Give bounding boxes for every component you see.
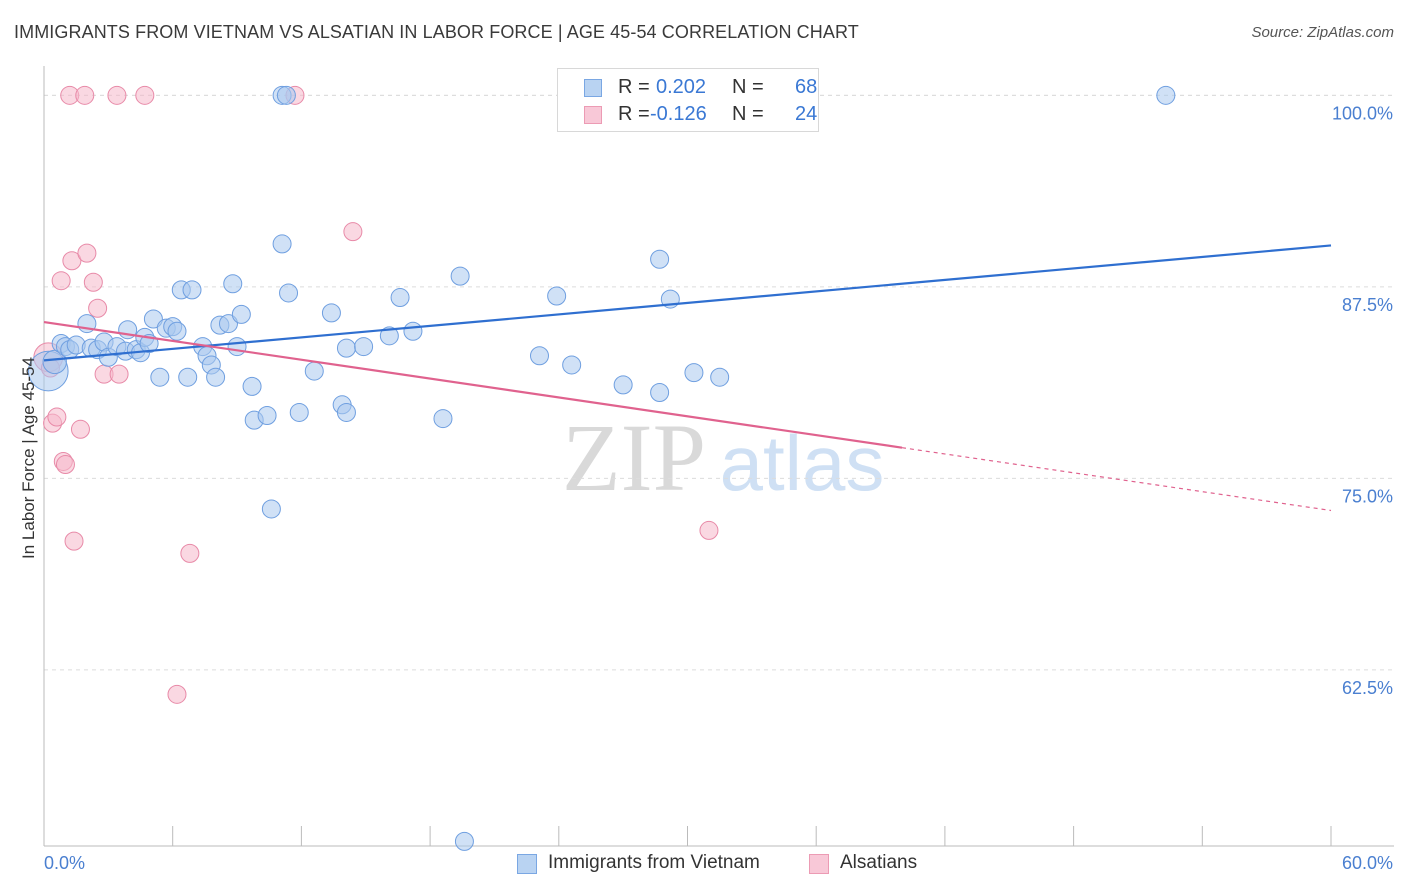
alsatians-trend-extension bbox=[901, 447, 1332, 512]
y-tick-label: 87.5% bbox=[1342, 295, 1393, 315]
alsatians-point bbox=[88, 298, 108, 318]
legend-n-value: 24 bbox=[795, 103, 818, 125]
vietnam-point bbox=[242, 376, 262, 396]
vietnam-point bbox=[223, 274, 243, 294]
vietnam-point bbox=[354, 337, 374, 357]
legend-swatch-blue bbox=[584, 79, 602, 97]
vietnam-point bbox=[336, 338, 356, 358]
watermark-zip: ZIP bbox=[562, 404, 706, 511]
vietnam-point bbox=[150, 367, 170, 387]
alsatians-point bbox=[75, 85, 95, 105]
trend-lines bbox=[43, 244, 1332, 512]
y-axis-title: In Labor Force | Age 45-54 bbox=[19, 357, 38, 559]
vietnam-point bbox=[547, 286, 567, 306]
legend-r-label: R = bbox=[618, 103, 650, 125]
alsatians-point bbox=[83, 272, 103, 292]
vietnam-point bbox=[206, 367, 226, 387]
tick-labels: 62.5% 75.0% 87.5% 100.0% 0.0% 60.0% bbox=[44, 103, 1393, 873]
vietnam-point bbox=[304, 361, 324, 381]
vietnam-point bbox=[279, 283, 299, 303]
legend-swatch-pink bbox=[584, 106, 602, 124]
vietnam-point bbox=[710, 367, 730, 387]
vietnam-point bbox=[562, 355, 582, 375]
vietnam-point bbox=[272, 234, 292, 254]
vietnam-point bbox=[218, 314, 238, 334]
bottom-legend-swatch-pink bbox=[809, 854, 829, 874]
legend-r-value: -0.126 bbox=[650, 103, 707, 125]
alsatians-point bbox=[699, 520, 719, 540]
legend-r-value: 0.202 bbox=[656, 76, 707, 98]
alsatians-point bbox=[55, 455, 75, 475]
alsatians-points bbox=[33, 85, 719, 704]
vietnam-point bbox=[321, 303, 341, 323]
watermark: ZIP atlas bbox=[562, 404, 884, 511]
vietnam-point bbox=[276, 85, 296, 105]
alsatians-point bbox=[47, 407, 67, 427]
vietnam-point bbox=[257, 406, 277, 426]
x-tick-label: 60.0% bbox=[1342, 853, 1393, 873]
vietnam-point bbox=[143, 309, 163, 329]
vietnam-point bbox=[613, 375, 633, 395]
axes bbox=[43, 66, 1394, 847]
alsatians-point bbox=[167, 684, 187, 704]
x-tick-label: 0.0% bbox=[44, 853, 85, 873]
bottom-legend-label: Immigrants from Vietnam bbox=[548, 852, 760, 873]
alsatians-point bbox=[109, 364, 129, 384]
bottom-legend-swatch-blue bbox=[517, 854, 537, 874]
legend-n-label: N = bbox=[732, 76, 764, 98]
vietnam-point bbox=[454, 831, 474, 851]
vietnam-point bbox=[529, 346, 549, 366]
alsatians-point bbox=[180, 543, 200, 563]
alsatians-point bbox=[64, 531, 84, 551]
alsatians-point bbox=[77, 243, 97, 263]
alsatians-point bbox=[135, 85, 155, 105]
vietnam-point bbox=[403, 321, 423, 341]
vietnam-point bbox=[289, 402, 309, 422]
vietnam-point bbox=[1156, 85, 1176, 105]
vietnam-point bbox=[379, 326, 399, 346]
vietnam-point bbox=[684, 363, 704, 383]
alsatians-point bbox=[70, 419, 90, 439]
legend-n-value: 68 bbox=[795, 76, 818, 98]
vietnam-point bbox=[336, 402, 356, 422]
alsatians-trend-line bbox=[43, 320, 903, 449]
vietnam-point bbox=[227, 337, 247, 357]
vietnam-point bbox=[433, 409, 453, 429]
vietnam-point bbox=[231, 304, 251, 324]
legend-r-label: R = bbox=[618, 76, 650, 98]
legend-n-label: N = bbox=[732, 103, 764, 125]
vietnam-point bbox=[178, 367, 198, 387]
source-credit: Source: ZipAtlas.com bbox=[1251, 24, 1394, 41]
vietnam-point bbox=[390, 288, 410, 308]
y-tick-label: 100.0% bbox=[1332, 103, 1393, 123]
bottom-legend-label: Alsatians bbox=[840, 852, 918, 873]
chart-title: IMMIGRANTS FROM VIETNAM VS ALSATIAN IN L… bbox=[14, 22, 859, 42]
vietnam-point bbox=[650, 383, 670, 403]
vietnam-trend-line bbox=[43, 244, 1332, 362]
vietnam-point bbox=[261, 499, 281, 519]
vietnam-point bbox=[182, 280, 202, 300]
alsatians-point bbox=[343, 222, 363, 242]
y-tick-label: 62.5% bbox=[1342, 678, 1393, 698]
vietnam-point bbox=[650, 249, 670, 269]
y-tick-label: 75.0% bbox=[1342, 486, 1393, 506]
alsatians-point bbox=[62, 251, 82, 271]
vietnam-point bbox=[167, 321, 187, 341]
vietnam-point bbox=[450, 266, 470, 286]
correlation-legend: R = 0.202 N = 68 R = -0.126 N = 24 bbox=[557, 68, 819, 132]
alsatians-point bbox=[51, 271, 71, 291]
alsatians-point bbox=[107, 85, 127, 105]
